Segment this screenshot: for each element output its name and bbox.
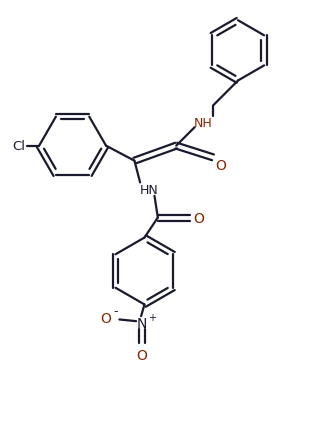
- Text: -: -: [113, 304, 118, 317]
- Text: O: O: [215, 158, 226, 172]
- Text: O: O: [100, 311, 111, 325]
- Text: O: O: [137, 348, 148, 362]
- Text: Cl: Cl: [12, 140, 25, 153]
- Text: HN: HN: [140, 183, 159, 196]
- Text: +: +: [148, 312, 156, 322]
- Text: N: N: [137, 316, 147, 330]
- Text: O: O: [193, 211, 204, 225]
- Text: NH: NH: [194, 116, 212, 130]
